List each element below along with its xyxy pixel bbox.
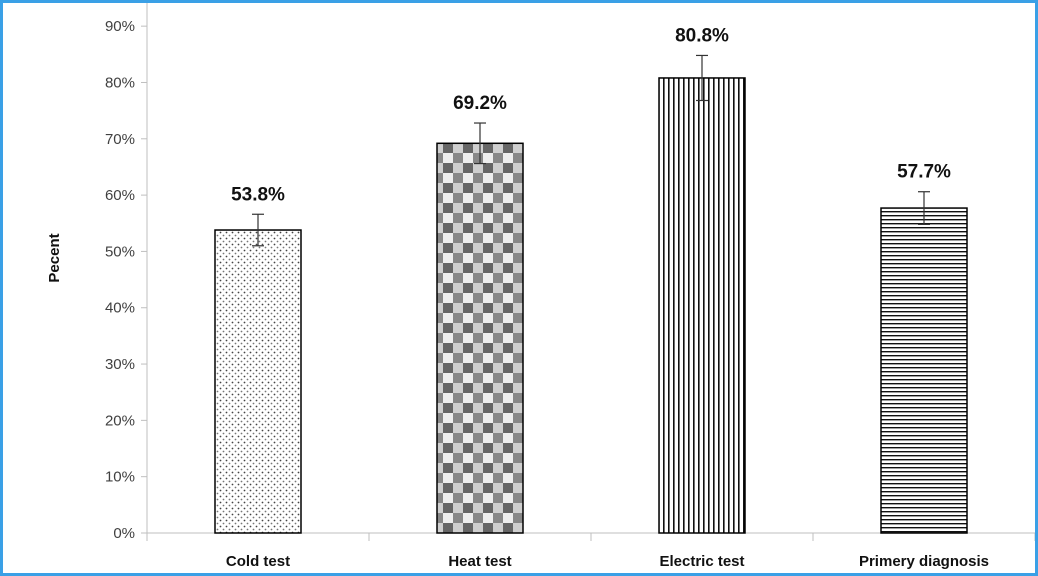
y-tick-label: 10% (105, 469, 135, 486)
y-tick-label: 60% (105, 187, 135, 204)
y-tick-label: 90% (105, 18, 135, 35)
data-label: 69.2% (453, 93, 507, 114)
y-tick-label: 70% (105, 131, 135, 148)
y-tick-label: 80% (105, 74, 135, 91)
x-category-label: Electric test (659, 553, 744, 570)
data-label: 57.7% (897, 162, 951, 183)
y-tick-label: 40% (105, 300, 135, 317)
data-label: 80.8% (675, 25, 729, 46)
bar-heat-test (436, 142, 524, 534)
bar-primery-diagnosis (880, 207, 968, 534)
y-tick-label: 50% (105, 243, 135, 260)
bar-chart: 0% 10% 20% 30% 40% 50% 60% 70% 80% 90% Cold test H… (46, 3, 1035, 570)
y-tick-label: 30% (105, 356, 135, 373)
data-labels-group: 53.8% 69.2% 80.8% 57.7% (231, 25, 951, 205)
x-category-label: Cold test (226, 553, 290, 570)
y-axis-title: Pecent (46, 233, 63, 282)
x-category-label: Primery diagnosis (859, 553, 989, 570)
y-tick-label: 0% (113, 525, 135, 542)
x-axis: Cold test Heat test Electric test Primery d… (146, 532, 1035, 570)
bars-group (214, 54, 968, 534)
bar-cold-test (214, 229, 302, 534)
y-tick-label: 20% (105, 412, 135, 429)
x-category-label: Heat test (448, 553, 511, 570)
bar-electric-test (658, 77, 746, 534)
data-label: 53.8% (231, 184, 285, 205)
y-axis: 0% 10% 20% 30% 40% 50% 60% 70% 80% 90% (105, 3, 148, 542)
